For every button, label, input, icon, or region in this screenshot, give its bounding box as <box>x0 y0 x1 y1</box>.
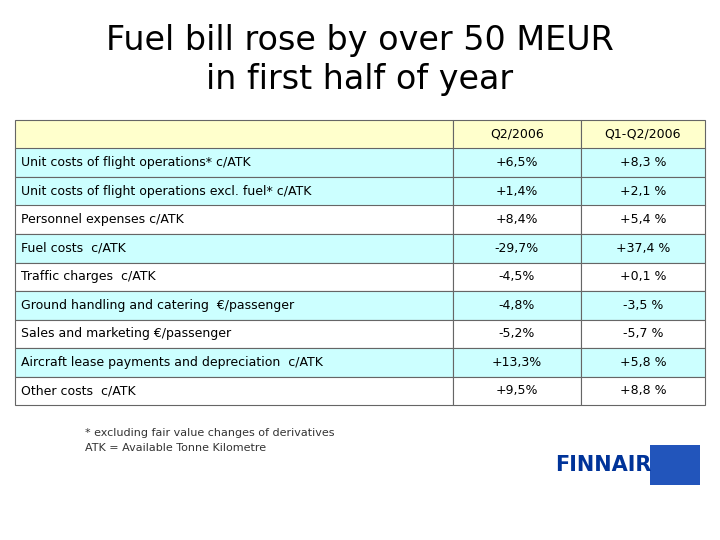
Bar <box>581 348 705 376</box>
Text: +8,4%: +8,4% <box>496 213 539 226</box>
Text: Personnel expenses c/ATK: Personnel expenses c/ATK <box>21 213 184 226</box>
Text: -4,5%: -4,5% <box>499 270 535 284</box>
Bar <box>453 234 581 262</box>
Text: Ground handling and catering  €/passenger: Ground handling and catering €/passenger <box>21 299 294 312</box>
Text: FINNAIR: FINNAIR <box>555 455 652 475</box>
Bar <box>453 148 581 177</box>
Bar <box>453 262 581 291</box>
Text: Sales and marketing €/passenger: Sales and marketing €/passenger <box>21 327 231 340</box>
Text: Unit costs of flight operations* c/ATK: Unit costs of flight operations* c/ATK <box>21 156 251 169</box>
Bar <box>581 376 705 405</box>
Text: Fuel costs  c/ATK: Fuel costs c/ATK <box>21 242 126 255</box>
Bar <box>15 376 453 405</box>
Text: Q1-Q2/2006: Q1-Q2/2006 <box>605 128 681 141</box>
Text: +5,4 %: +5,4 % <box>620 213 666 226</box>
Text: Other costs  c/ATK: Other costs c/ATK <box>21 384 135 397</box>
Text: -5,7 %: -5,7 % <box>623 327 663 340</box>
Text: -3,5 %: -3,5 % <box>623 299 663 312</box>
Text: Q2/2006: Q2/2006 <box>490 128 544 141</box>
Bar <box>581 234 705 262</box>
Bar <box>581 120 705 148</box>
Bar <box>15 234 453 262</box>
Bar <box>453 206 581 234</box>
Bar <box>15 148 453 177</box>
Bar <box>453 177 581 206</box>
Bar <box>581 262 705 291</box>
Bar <box>453 120 581 148</box>
Bar <box>650 445 700 485</box>
Bar <box>15 120 453 148</box>
Text: Unit costs of flight operations excl. fuel* c/ATK: Unit costs of flight operations excl. fu… <box>21 185 311 198</box>
Text: * excluding fair value changes of derivatives: * excluding fair value changes of deriva… <box>85 428 335 438</box>
Bar <box>15 177 453 206</box>
Bar <box>581 148 705 177</box>
Text: +37,4 %: +37,4 % <box>616 242 670 255</box>
Text: -4,8%: -4,8% <box>499 299 535 312</box>
Bar <box>581 291 705 320</box>
Text: +1,4%: +1,4% <box>496 185 538 198</box>
Text: +6,5%: +6,5% <box>496 156 539 169</box>
Bar <box>453 320 581 348</box>
Text: +2,1 %: +2,1 % <box>620 185 666 198</box>
Text: +5,8 %: +5,8 % <box>620 356 666 369</box>
Bar <box>15 291 453 320</box>
Text: +8,8 %: +8,8 % <box>620 384 666 397</box>
Bar <box>15 348 453 376</box>
Bar <box>581 320 705 348</box>
Text: +0,1 %: +0,1 % <box>620 270 666 284</box>
Bar <box>453 291 581 320</box>
Text: Fuel bill rose by over 50 MEUR
in first half of year: Fuel bill rose by over 50 MEUR in first … <box>106 24 614 96</box>
Bar <box>453 348 581 376</box>
Text: +13,3%: +13,3% <box>492 356 542 369</box>
Text: -5,2%: -5,2% <box>499 327 535 340</box>
Text: Aircraft lease payments and depreciation  c/ATK: Aircraft lease payments and depreciation… <box>21 356 323 369</box>
Text: ATK = Available Tonne Kilometre: ATK = Available Tonne Kilometre <box>85 443 266 453</box>
Bar <box>15 320 453 348</box>
Text: Traffic charges  c/ATK: Traffic charges c/ATK <box>21 270 156 284</box>
Bar <box>453 376 581 405</box>
Bar <box>15 262 453 291</box>
Text: +8,3 %: +8,3 % <box>620 156 666 169</box>
Text: -29,7%: -29,7% <box>495 242 539 255</box>
Bar <box>15 206 453 234</box>
Text: +9,5%: +9,5% <box>496 384 539 397</box>
Bar <box>581 177 705 206</box>
Bar <box>581 206 705 234</box>
